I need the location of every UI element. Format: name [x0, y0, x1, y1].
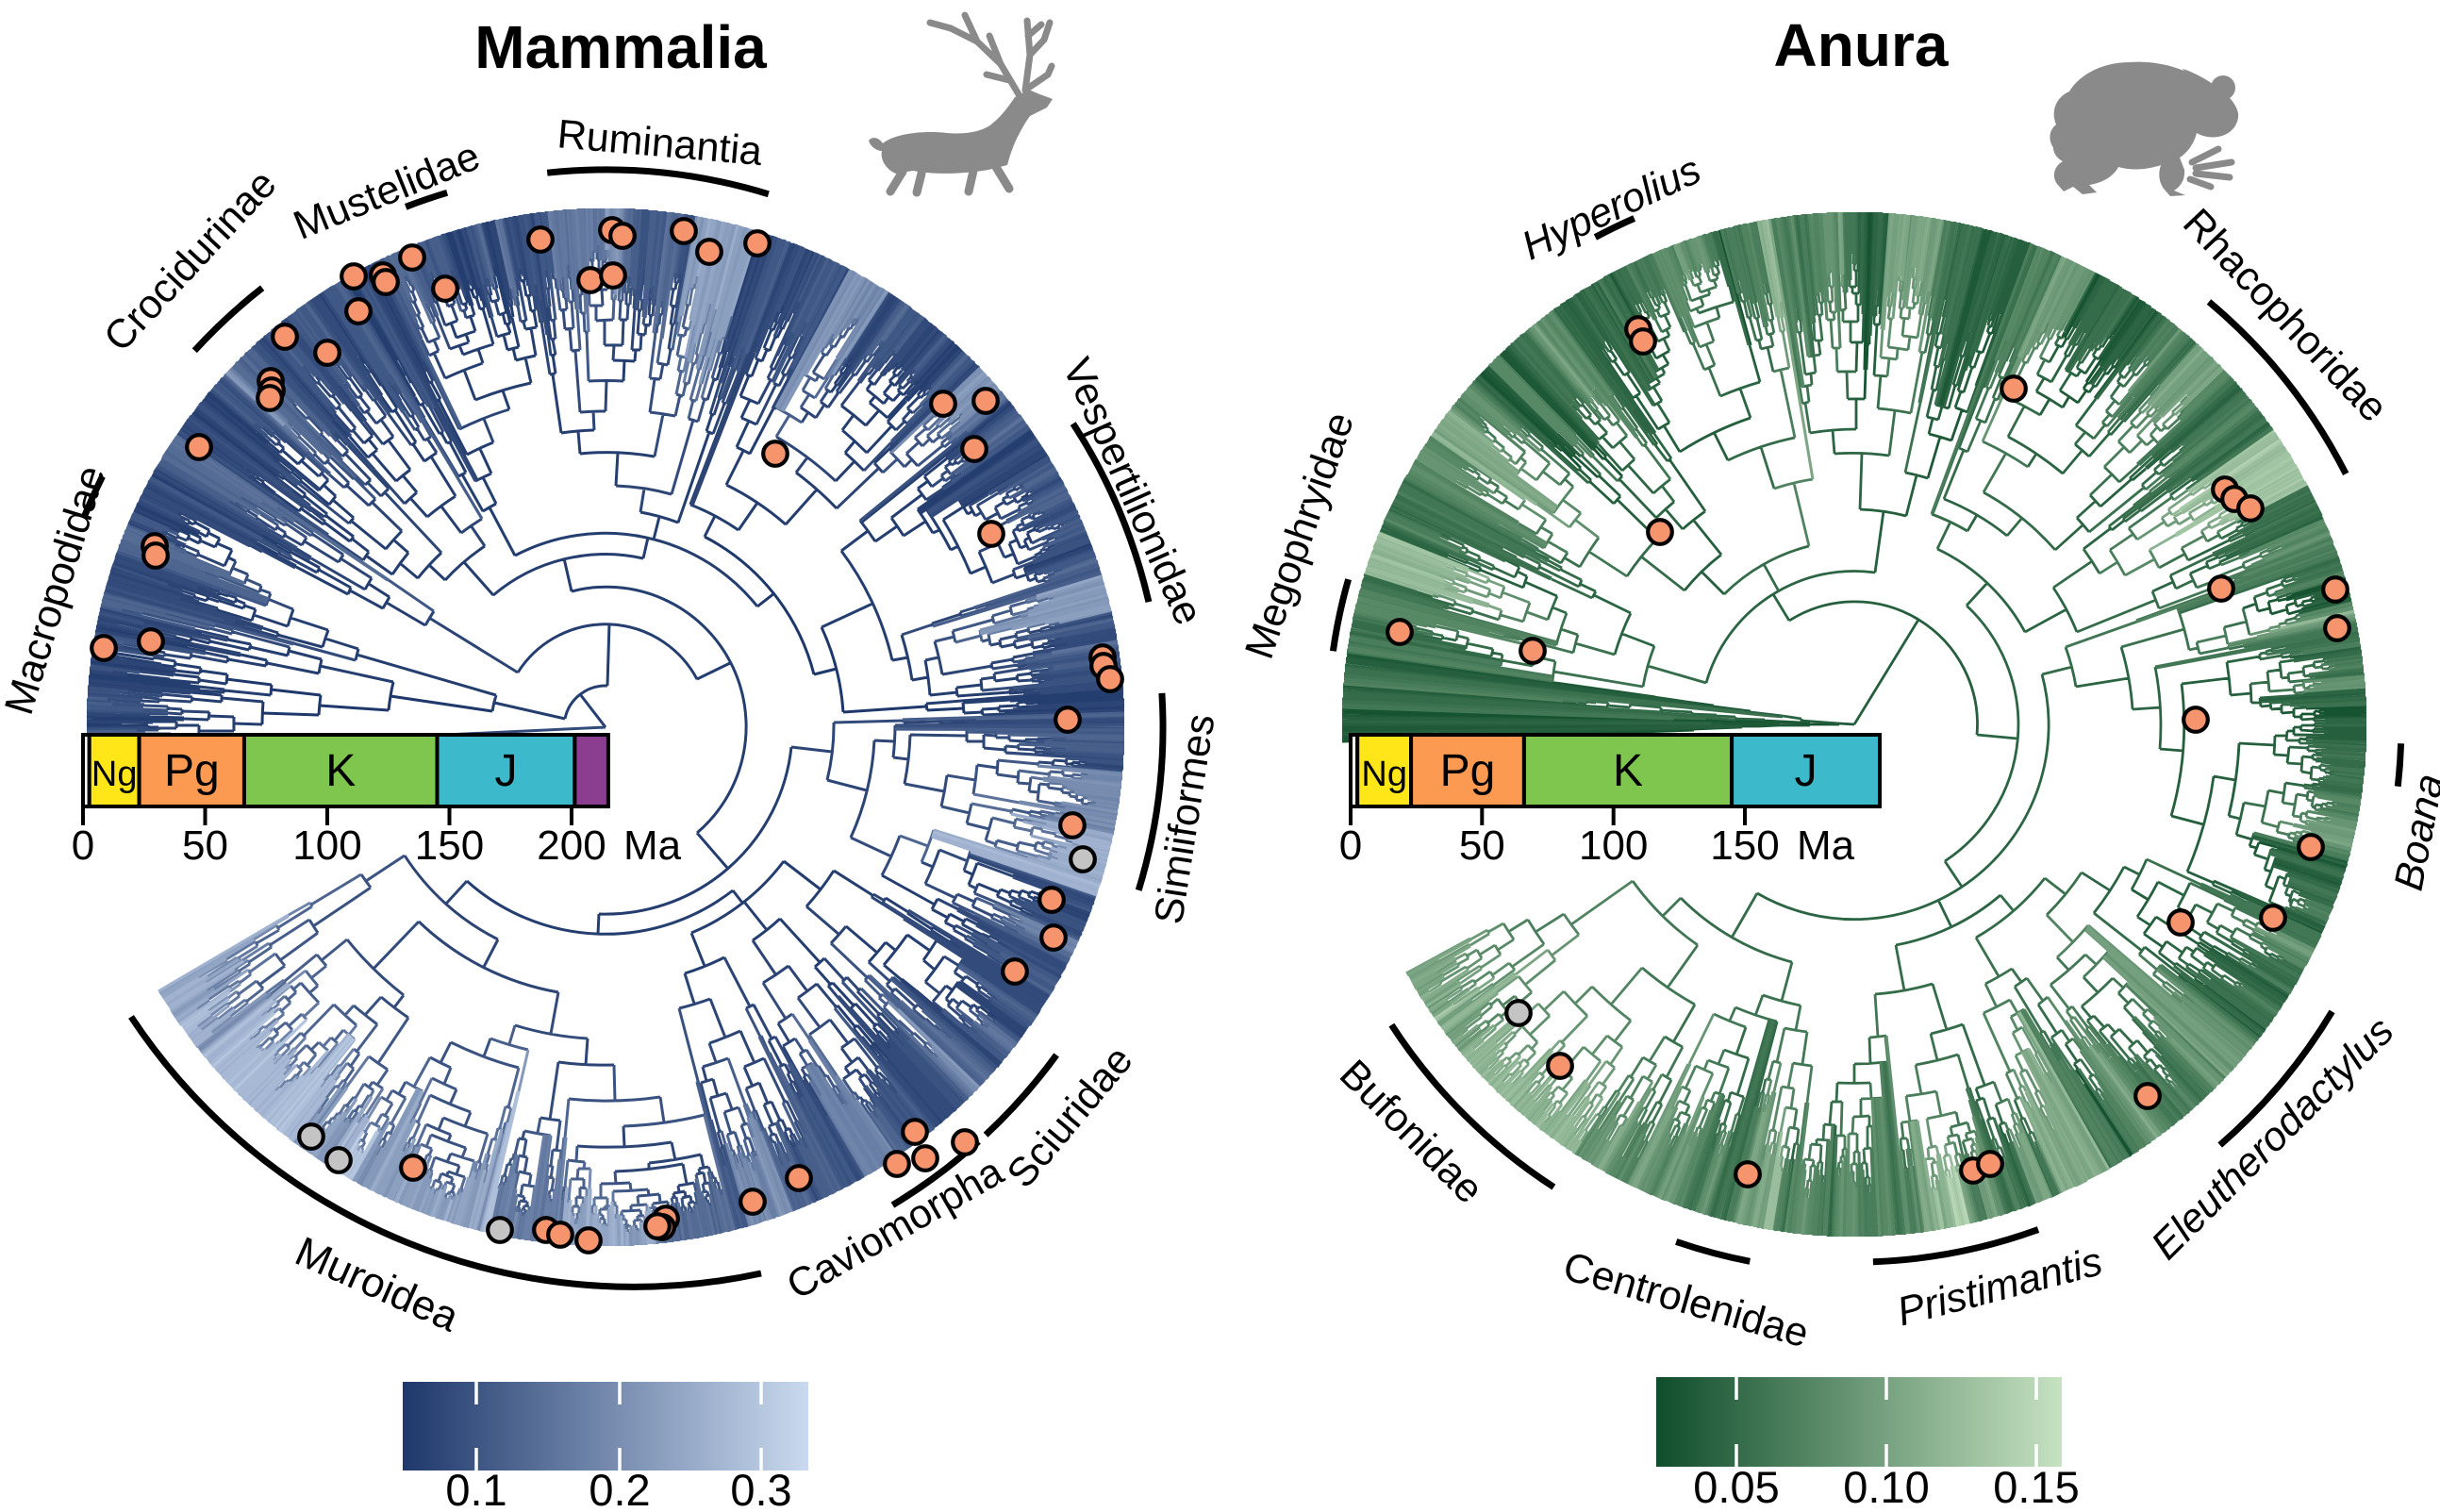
svg-text:0.3: 0.3 — [730, 1465, 791, 1507]
svg-text:0.05: 0.05 — [1693, 1462, 1779, 1507]
svg-text:150: 150 — [1710, 822, 1779, 869]
svg-text:200: 200 — [537, 822, 606, 869]
svg-text:0.15: 0.15 — [1993, 1462, 2079, 1507]
svg-text:Ma: Ma — [1797, 822, 1855, 869]
svg-text:Pg: Pg — [164, 746, 220, 796]
svg-text:J: J — [1795, 746, 1818, 796]
svg-text:50: 50 — [182, 822, 228, 869]
svg-text:0.2: 0.2 — [589, 1465, 650, 1507]
svg-text:J: J — [495, 746, 518, 796]
svg-text:0.10: 0.10 — [1843, 1462, 1929, 1507]
svg-text:K: K — [1613, 746, 1643, 796]
svg-text:Ng: Ng — [1361, 755, 1407, 794]
svg-text:K: K — [325, 746, 356, 796]
svg-text:50: 50 — [1459, 822, 1505, 869]
svg-text:150: 150 — [415, 822, 484, 869]
svg-text:Ng: Ng — [91, 755, 138, 794]
svg-text:Anura: Anura — [1774, 11, 1949, 79]
svg-text:0: 0 — [72, 822, 94, 869]
svg-text:Mammalia: Mammalia — [474, 13, 767, 81]
svg-text:Pg: Pg — [1440, 746, 1496, 796]
svg-text:0.1: 0.1 — [445, 1465, 506, 1507]
svg-text:100: 100 — [292, 822, 361, 869]
svg-text:100: 100 — [1579, 822, 1648, 869]
svg-text:Ma: Ma — [623, 822, 682, 869]
svg-text:0: 0 — [1339, 822, 1362, 869]
